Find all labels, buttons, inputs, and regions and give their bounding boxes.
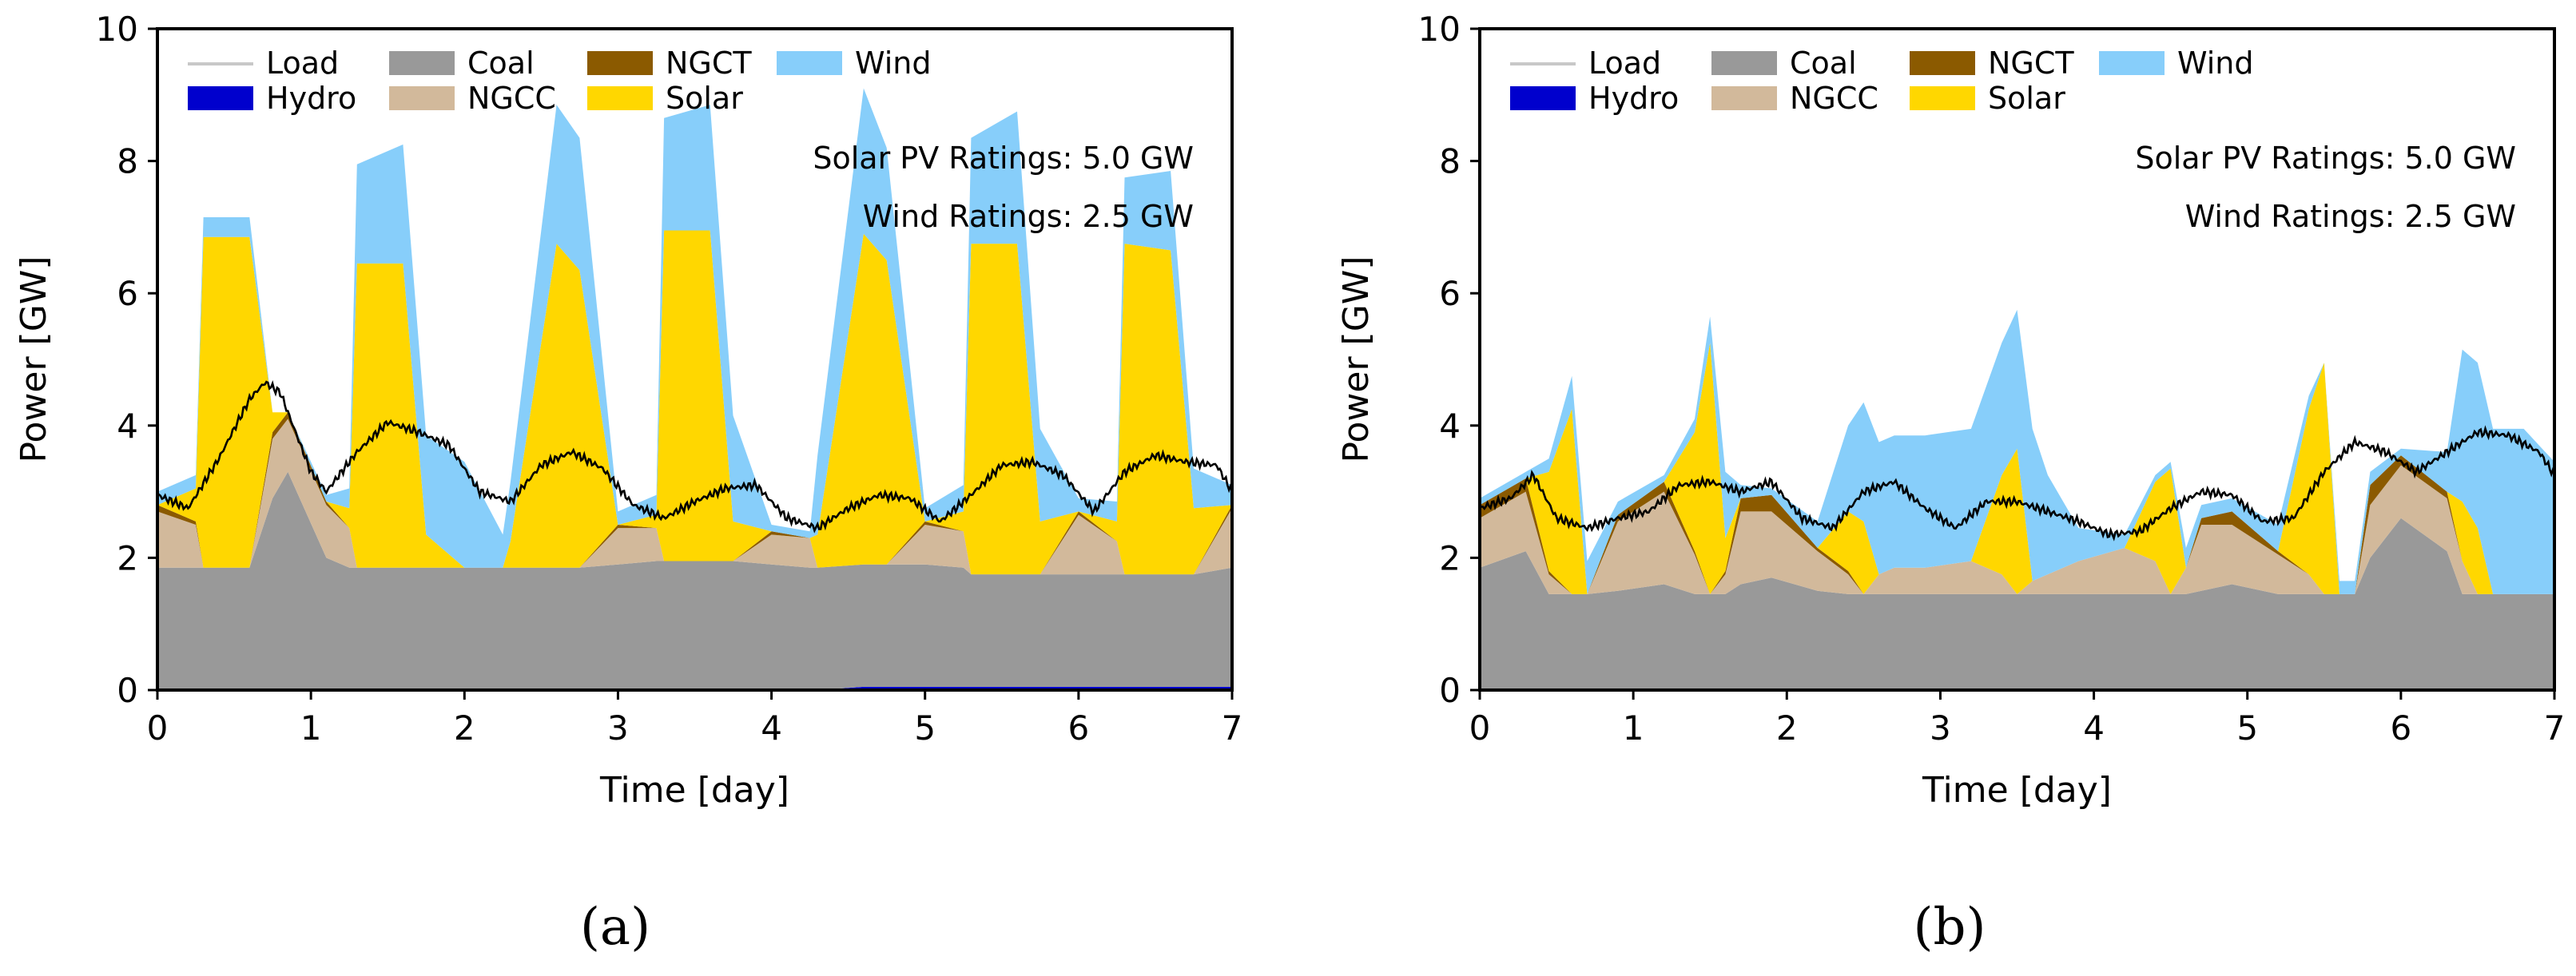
legend-label: Hydro bbox=[266, 81, 356, 116]
legend-item-hydro: Hydro bbox=[1510, 81, 1679, 116]
legend-label: Solar bbox=[666, 81, 743, 116]
legend-swatch-ngcc bbox=[389, 86, 455, 110]
y-tick-label: 2 bbox=[1439, 538, 1461, 577]
x-tick-label: 1 bbox=[1623, 708, 1644, 748]
legend-label: NGCT bbox=[666, 46, 752, 81]
x-tick-label: 6 bbox=[2390, 708, 2411, 748]
x-tick-label: 0 bbox=[1469, 708, 1491, 748]
y-tick-label: 10 bbox=[1418, 10, 1461, 49]
area-coal bbox=[157, 471, 1232, 690]
legend-label: Load bbox=[1588, 46, 1661, 81]
legend-item-hydro: Hydro bbox=[188, 81, 356, 116]
x-tick-label: 3 bbox=[1930, 708, 1951, 748]
legend-swatch-solar bbox=[1910, 86, 1975, 110]
y-tick-label: 2 bbox=[117, 538, 138, 577]
x-tick-label: 6 bbox=[1067, 708, 1089, 748]
x-axis-label: Time [day] bbox=[1922, 770, 2112, 811]
legend-swatch-hydro bbox=[1510, 86, 1576, 110]
chart-panel-a: 0 1 2 3 4 5 6 7 0 2 4 6 8 10 Time [day] Power [GW] Load C… bbox=[14, 10, 1242, 957]
load-line bbox=[1480, 425, 2554, 542]
legend-swatch-ngcc bbox=[1711, 86, 1777, 110]
legend-label: NGCC bbox=[467, 81, 556, 116]
legend-item-ngct: NGCT bbox=[1910, 46, 2074, 81]
plot-area bbox=[1480, 309, 2554, 690]
panel-caption: (a) bbox=[580, 898, 650, 957]
legend-item-solar: Solar bbox=[587, 81, 743, 116]
y-tick-label: 4 bbox=[1439, 407, 1461, 446]
area-ngct bbox=[1480, 455, 2554, 594]
y-tick-label: 0 bbox=[117, 671, 138, 710]
x-tick-label: 0 bbox=[147, 708, 169, 748]
x-tick-label: 4 bbox=[761, 708, 782, 748]
legend-label: NGCT bbox=[1988, 46, 2074, 81]
legend-label: Solar bbox=[1988, 81, 2065, 116]
x-tick-label: 1 bbox=[300, 708, 322, 748]
x-axis-label: Time [day] bbox=[599, 770, 789, 811]
panel-caption: (b) bbox=[1914, 898, 1986, 957]
annotation-wind-rating: Wind Ratings: 2.5 GW bbox=[863, 199, 1194, 234]
plot-frame bbox=[1478, 27, 2556, 692]
y-axis-label: Power [GW] bbox=[1336, 256, 1377, 463]
legend-swatch-hydro bbox=[188, 86, 253, 110]
annotation-solar-rating: Solar PV Ratings: 5.0 GW bbox=[813, 141, 1194, 176]
load-line bbox=[157, 379, 1232, 534]
x-tick-label: 2 bbox=[1776, 708, 1798, 748]
legend-swatch-solar bbox=[587, 86, 653, 110]
legend-item-solar: Solar bbox=[1910, 81, 2065, 116]
area-coal bbox=[1480, 518, 2554, 690]
legend-swatch-wind bbox=[2099, 51, 2165, 75]
x-tick-label: 4 bbox=[2083, 708, 2105, 748]
x-tick-label: 5 bbox=[914, 708, 936, 748]
x-tick-label: 2 bbox=[454, 708, 475, 748]
y-tick-label: 4 bbox=[117, 407, 138, 446]
y-tick-label: 6 bbox=[1439, 274, 1461, 313]
x-tick-label: 3 bbox=[607, 708, 629, 748]
legend-item-coal: Coal bbox=[389, 46, 535, 81]
legend-label: Load bbox=[266, 46, 339, 81]
legend-item-wind: Wind bbox=[777, 46, 932, 81]
x-tick-label: 7 bbox=[1222, 708, 1243, 748]
area-solar bbox=[1480, 343, 2554, 594]
legend-label: Wind bbox=[2177, 46, 2254, 81]
legend-label: Hydro bbox=[1588, 81, 1679, 116]
plot-frame bbox=[156, 27, 1234, 692]
legend-swatch-coal bbox=[389, 51, 455, 75]
legend-swatch-ngct bbox=[1910, 51, 1975, 75]
legend-item-ngct: NGCT bbox=[587, 46, 752, 81]
legend-swatch-coal bbox=[1711, 51, 1777, 75]
legend-item-ngcc: NGCC bbox=[1711, 81, 1878, 116]
y-axis-label: Power [GW] bbox=[14, 256, 54, 463]
legend-label: Coal bbox=[1790, 46, 1857, 81]
x-tick-label: 7 bbox=[2544, 708, 2566, 748]
legend-label: Wind bbox=[855, 46, 932, 81]
legend-label: NGCC bbox=[1790, 81, 1878, 116]
legend-swatch-ngct bbox=[587, 51, 653, 75]
legend-item-wind: Wind bbox=[2099, 46, 2254, 81]
y-tick-label: 8 bbox=[1439, 142, 1461, 181]
legend-item-coal: Coal bbox=[1711, 46, 1857, 81]
y-tick-label: 0 bbox=[1439, 671, 1461, 710]
chart-panel-b: 0 1 2 3 4 5 6 7 0 2 4 6 8 10 Time [day] Power [GW] Load C… bbox=[1336, 10, 2565, 957]
annotation-wind-rating: Wind Ratings: 2.5 GW bbox=[2185, 199, 2516, 234]
x-tick-label: 5 bbox=[2236, 708, 2258, 748]
legend-label: Coal bbox=[467, 46, 535, 81]
area-wind bbox=[1480, 309, 2554, 594]
annotation-solar-rating: Solar PV Ratings: 5.0 GW bbox=[2135, 141, 2516, 176]
legend-item-load: Load bbox=[188, 46, 339, 81]
area-ngcc bbox=[157, 419, 1232, 575]
legend-item-ngcc: NGCC bbox=[389, 81, 556, 116]
area-wind bbox=[157, 88, 1232, 568]
legend-item-load: Load bbox=[1510, 46, 1661, 81]
legend-swatch-wind bbox=[777, 51, 842, 75]
y-tick-label: 8 bbox=[117, 142, 138, 181]
y-tick-label: 6 bbox=[117, 274, 138, 313]
y-tick-label: 10 bbox=[96, 10, 138, 49]
area-solar bbox=[157, 230, 1232, 575]
area-ngcc bbox=[1480, 465, 2554, 594]
plot-area bbox=[157, 88, 1232, 690]
